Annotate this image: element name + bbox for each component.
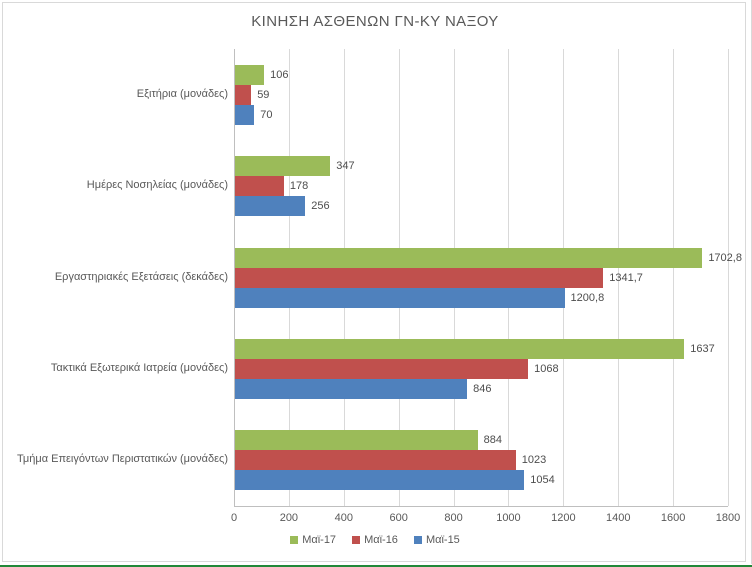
legend-label: Μαϊ-15	[425, 534, 460, 546]
legend-label: Μαϊ-16	[364, 534, 398, 546]
bar-Μαϊ-16-2	[235, 267, 604, 288]
legend-item-Μαϊ-15: Μαϊ-15	[413, 534, 460, 546]
bar-Μαϊ-16-4	[235, 450, 516, 471]
category-label: Εξιτήρια (μονάδες)	[136, 87, 228, 100]
bar-Μαϊ-15-4	[235, 470, 525, 491]
legend-item-Μαϊ-17: Μαϊ-17	[290, 534, 336, 546]
window-bottom-edge	[0, 565, 752, 567]
x-tick-label: 0	[230, 512, 238, 524]
x-tick-label: 800	[444, 512, 463, 524]
bar-Μαϊ-16-1	[235, 176, 284, 197]
bar-value-label: 1068	[534, 362, 559, 375]
x-tick-label: 1400	[605, 512, 631, 524]
chart-frame[interactable]: ΚΙΝΗΣΗ ΑΣΘΕΝΩΝ ΓΝ-ΚΥ ΝΑΞΟΥ 0 200 400 600 800…	[2, 2, 746, 562]
bar-Μαϊ-16-3	[235, 358, 529, 379]
gridline-x-1600	[673, 49, 675, 506]
bar-value-label: 1637	[690, 342, 715, 355]
bar-Μαϊ-15-0	[235, 104, 255, 125]
legend: Μαϊ-17 Μαϊ-16 Μαϊ-15	[3, 534, 747, 546]
x-tick-label: 200	[279, 512, 299, 524]
bar-Μαϊ-17-0	[235, 64, 265, 85]
bar-value-label: 1341,7	[609, 271, 643, 284]
bar-Μαϊ-17-4	[235, 430, 478, 451]
x-tick-label: 1600	[660, 512, 686, 524]
bar-value-label: 884	[483, 434, 502, 447]
bar-Μαϊ-15-1	[235, 196, 306, 217]
bar-value-label: 178	[289, 180, 309, 193]
legend-label: Μαϊ-17	[302, 534, 337, 546]
bar-Μαϊ-17-1	[235, 156, 331, 177]
bar-value-label: 256	[311, 200, 330, 213]
x-tick-label: 400	[334, 512, 353, 524]
bar-Μαϊ-17-3	[235, 338, 685, 359]
gridline-x-1800	[728, 49, 729, 506]
bar-value-label: 59	[257, 88, 270, 101]
bar-value-label: 347	[336, 160, 355, 173]
x-axis-line	[234, 506, 728, 507]
bar-value-label: 846	[473, 382, 492, 395]
category-label: Τμήμα Επειγόντων Περιστατικών (μονάδες)	[16, 453, 228, 466]
x-tick-label: 1200	[551, 512, 576, 524]
bar-Μαϊ-15-3	[235, 378, 468, 399]
bar-value-label: 1702,8	[708, 251, 742, 264]
category-label: Εργαστηριακές Εξετάσεις (δεκάδες)	[54, 270, 228, 283]
x-tick-label: 1000	[496, 512, 521, 524]
category-label: Τακτικά Εξωτερικά Ιατρεία (μονάδες)	[50, 361, 228, 374]
bar-Μαϊ-15-2	[235, 287, 565, 308]
x-tick-label: 600	[389, 512, 408, 524]
legend-item-Μαϊ-16: Μαϊ-16	[352, 534, 398, 546]
legend-swatch-icon	[413, 536, 422, 544]
x-tick-label: 1800	[715, 512, 741, 524]
plot-area: 0 200 400 600 800 1000 1200 1400 1600 1800 Εξιτήρι…	[3, 3, 747, 561]
category-label: Ημέρες Νοσηλείας (μονάδες)	[86, 179, 228, 192]
legend-swatch-icon	[352, 536, 361, 544]
gridline-x-1400	[618, 49, 620, 506]
legend-swatch-icon	[290, 536, 299, 544]
bar-Μαϊ-17-2	[235, 247, 703, 268]
gridline-x-0	[234, 49, 235, 506]
bar-value-label: 1054	[530, 474, 555, 487]
bar-value-label: 1200,8	[570, 291, 605, 304]
bar-value-label: 70	[260, 108, 273, 121]
bar-value-label: 1023	[521, 454, 547, 467]
chart-title: ΚΙΝΗΣΗ ΑΣΘΕΝΩΝ ΓΝ-ΚΥ ΝΑΞΟΥ	[251, 13, 499, 30]
bar-Μαϊ-16-0	[235, 84, 252, 105]
bar-value-label: 106	[270, 68, 289, 81]
